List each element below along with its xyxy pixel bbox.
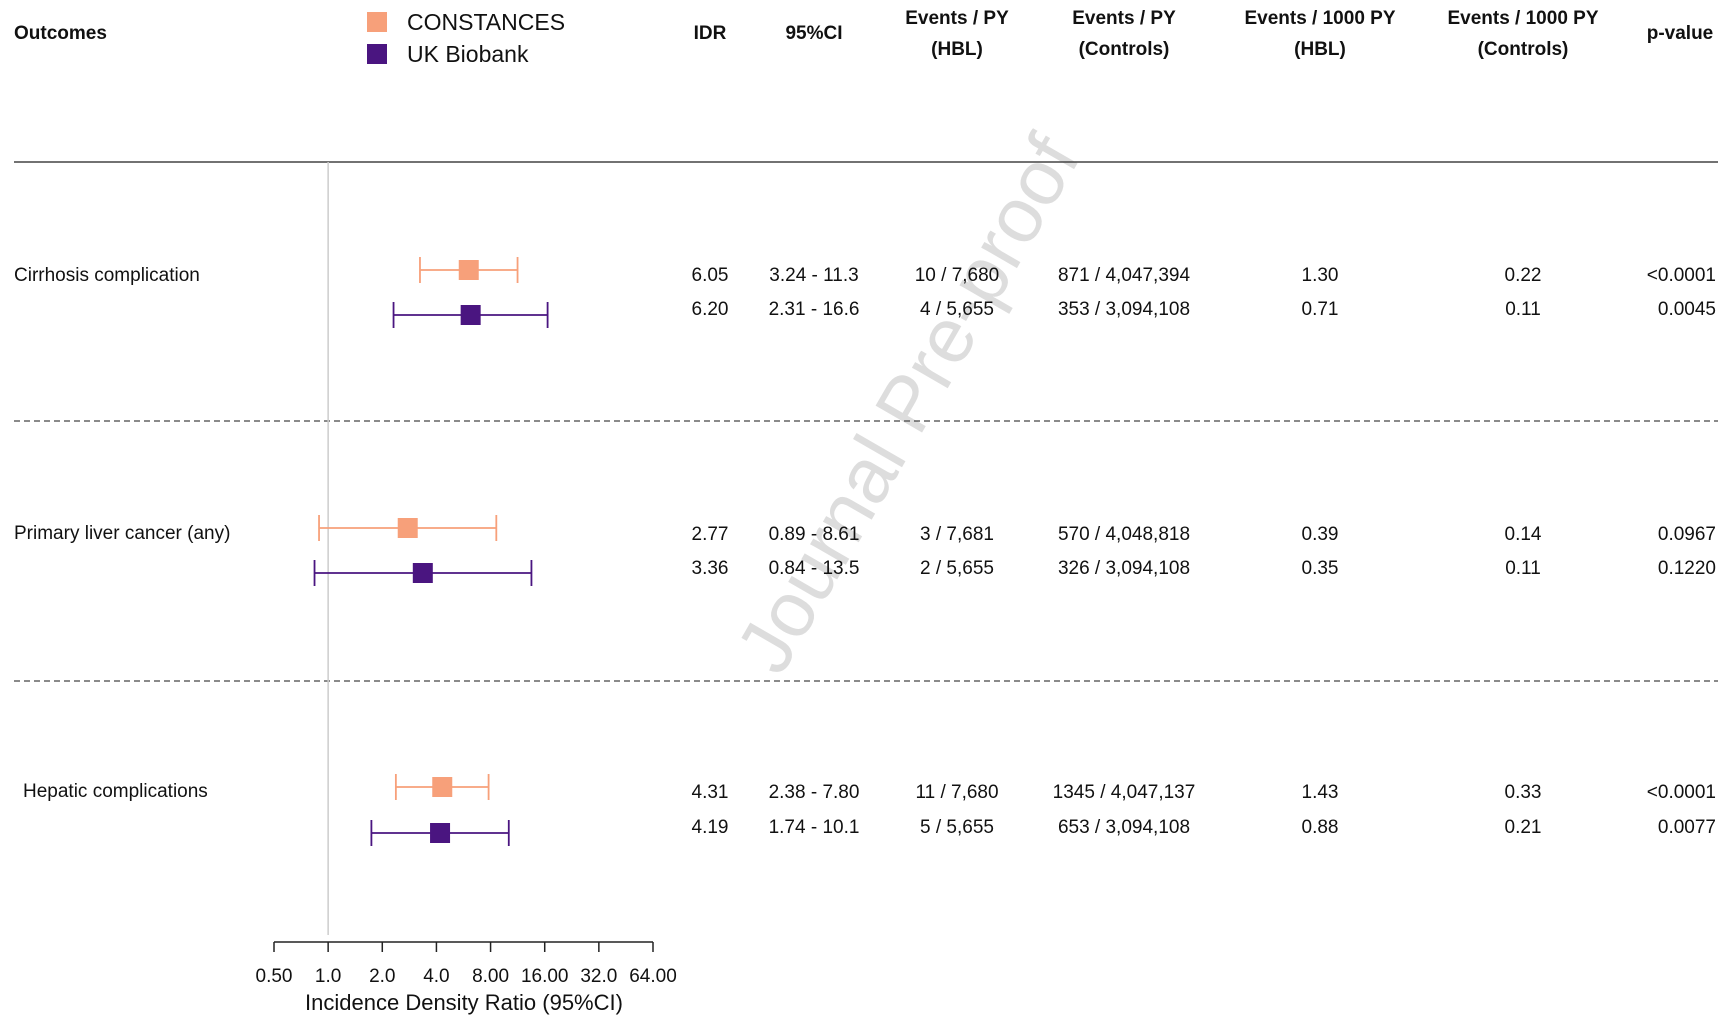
table-cell: 353 / 3,094,108 <box>1058 299 1190 320</box>
column-header: Events / PY <box>905 8 1009 29</box>
table-cell: 4 / 5,655 <box>920 299 994 320</box>
table-cell: 0.0077 <box>1658 817 1716 838</box>
column-header: (HBL) <box>931 39 983 60</box>
table-cell: 6.05 <box>692 265 729 286</box>
table-cell: 3.36 <box>692 558 729 579</box>
watermark: Journal Pre-proof <box>719 121 1097 687</box>
outcome-label: Primary liver cancer (any) <box>14 523 230 544</box>
idr-marker <box>412 563 433 583</box>
idr-marker <box>460 305 481 325</box>
table-cell: 0.39 <box>1302 524 1339 545</box>
column-header: (HBL) <box>1294 39 1346 60</box>
column-header: (Controls) <box>1079 39 1170 60</box>
table-cell: 570 / 4,048,818 <box>1058 524 1190 545</box>
x-tick-label: 0.50 <box>256 966 293 987</box>
table-cell: 3 / 7,681 <box>920 524 994 545</box>
table-cell: 1345 / 4,047,137 <box>1053 782 1196 803</box>
x-tick-label: 32.0 <box>580 966 617 987</box>
table-cell: 6.20 <box>692 299 729 320</box>
table-cell: 871 / 4,047,394 <box>1058 265 1190 286</box>
x-axis-label: Incidence Density Ratio (95%CI) <box>305 990 623 1015</box>
table-cell: 3.24 - 11.3 <box>769 265 858 286</box>
table-cell: 0.88 <box>1302 817 1339 838</box>
outcome-header: Outcomes <box>14 23 107 44</box>
table-cell: 2.31 - 16.6 <box>769 299 860 320</box>
table-cell: 0.11 <box>1505 299 1541 320</box>
table-cell: <0.0001 <box>1647 782 1716 803</box>
table-cell: 653 / 3,094,108 <box>1058 817 1190 838</box>
table-cell: 0.21 <box>1505 817 1542 838</box>
table-cell: <0.0001 <box>1647 265 1716 286</box>
column-header: (Controls) <box>1478 39 1569 60</box>
table-cell: 0.35 <box>1302 558 1339 579</box>
table-cell: 2.38 - 7.80 <box>769 782 860 803</box>
x-tick-label: 2.0 <box>369 966 395 987</box>
column-header: Events / PY <box>1072 8 1176 29</box>
idr-marker <box>432 777 453 797</box>
outcome-label: Cirrhosis complication <box>14 265 200 286</box>
table-cell: 4.19 <box>692 817 729 838</box>
table-cell: 0.1220 <box>1658 558 1716 579</box>
column-header: 95%CI <box>785 23 842 44</box>
table-cell: 0.11 <box>1505 558 1541 579</box>
x-tick-label: 1.0 <box>315 966 341 987</box>
table-cell: 2 / 5,655 <box>920 558 994 579</box>
table-cell: 1.74 - 10.1 <box>769 817 860 838</box>
x-tick-label: 8.00 <box>472 966 509 987</box>
table-cell: 2.77 <box>692 524 729 545</box>
table-cell: 0.89 - 8.61 <box>769 524 860 545</box>
legend-swatch <box>367 12 387 32</box>
x-tick-label: 64.00 <box>629 966 677 987</box>
table-cell: 1.30 <box>1302 265 1339 286</box>
outcome-label: Hepatic complications <box>23 781 208 802</box>
idr-marker <box>430 823 451 843</box>
idr-marker <box>397 518 418 538</box>
table-cell: 326 / 3,094,108 <box>1058 558 1190 579</box>
table-cell: 0.0045 <box>1658 299 1716 320</box>
x-tick-label: 16.00 <box>521 966 569 987</box>
table-cell: 5 / 5,655 <box>920 817 994 838</box>
table-cell: 0.33 <box>1505 782 1542 803</box>
x-tick-label: 4.0 <box>423 966 449 987</box>
column-header: p-value <box>1647 23 1714 44</box>
table-cell: 4.31 <box>692 782 729 803</box>
legend-label: CONSTANCES <box>407 9 565 35</box>
column-header: IDR <box>694 23 727 44</box>
table-cell: 0.22 <box>1505 265 1542 286</box>
table-cell: 0.84 - 13.5 <box>769 558 860 579</box>
table-cell: 10 / 7,680 <box>915 265 1000 286</box>
table-cell: 0.0967 <box>1658 524 1716 545</box>
legend-label: UK Biobank <box>407 41 529 67</box>
table-cell: 1.43 <box>1302 782 1339 803</box>
column-header: Events / 1000 PY <box>1244 8 1395 29</box>
column-header: Events / 1000 PY <box>1447 8 1598 29</box>
table-cell: 11 / 7,680 <box>915 782 998 803</box>
table-cell: 0.71 <box>1302 299 1339 320</box>
idr-marker <box>458 260 479 280</box>
table-cell: 0.14 <box>1505 524 1542 545</box>
legend-swatch <box>367 44 387 64</box>
